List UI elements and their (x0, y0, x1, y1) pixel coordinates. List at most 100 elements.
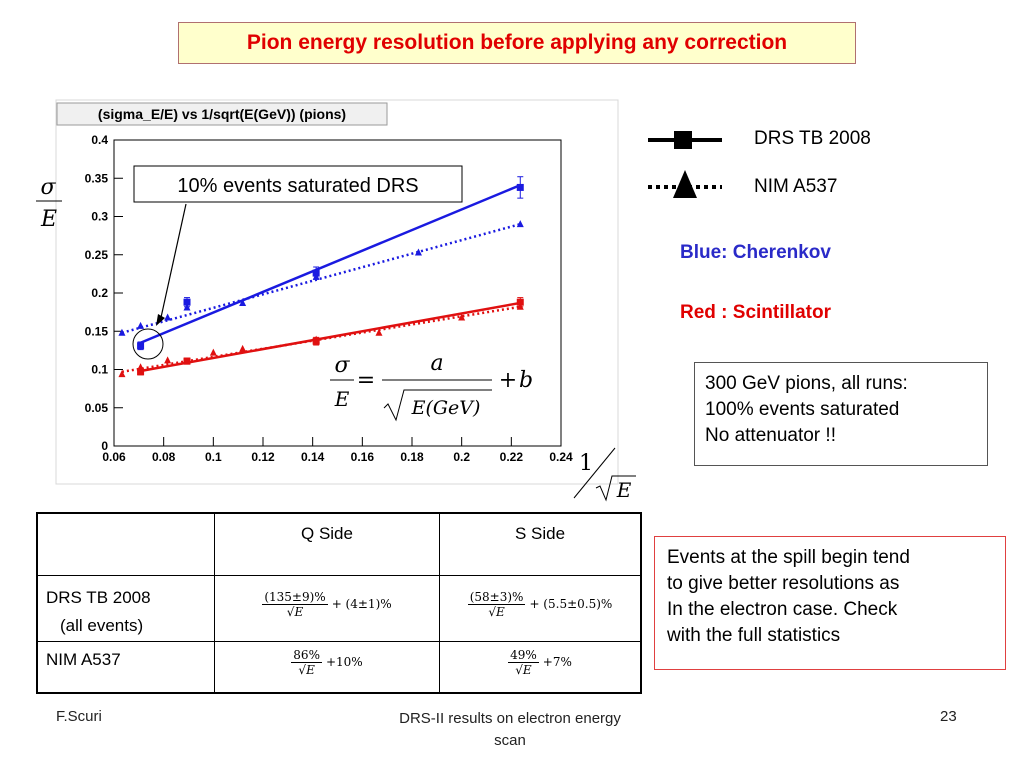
table-header-s-side: S Side (439, 512, 642, 576)
y-tick-label: 0.1 (91, 363, 108, 377)
data-points (118, 176, 524, 378)
cell-q-denominator: √E (298, 662, 315, 677)
data-point-triangle (312, 335, 320, 343)
frame-title: (sigma_E/E) vs 1/sqrt(E(GeV)) (pions) (98, 106, 346, 122)
data-point-triangle (137, 321, 145, 329)
fit-lines (121, 183, 521, 374)
y-tick-label: 0 (101, 439, 108, 453)
info-line: 300 GeV pions, all runs: (705, 373, 908, 394)
data-point-triangle (137, 363, 145, 371)
formula-sqrt (383, 389, 492, 422)
formula-E: E (334, 387, 350, 411)
x-tick-label: 0.18 (400, 450, 424, 464)
cell-s-constant: + (5.5±0.5)% (529, 597, 613, 611)
x-tick-label: 0.24 (549, 450, 573, 464)
x-tick-label: 0.12 (251, 450, 275, 464)
resolution-table: Q Side S Side DRS TB 2008 (all events) (… (36, 512, 642, 694)
formula-plus: + (499, 368, 517, 393)
axis-ticks: 0.06 0.08 0.1 0.12 0.14 0.16 0.18 0.2 0.22 0.24 0 0… (85, 133, 573, 464)
footer-author: F.Scuri (56, 708, 102, 725)
x-tick-label: 0.08 (152, 450, 176, 464)
row-label-main: DRS TB 2008 (46, 587, 151, 607)
data-point-square (183, 298, 191, 306)
row-label-sub: (all events) (60, 615, 144, 635)
ylabel-sigma: σ (40, 175, 56, 200)
cell-q-constant: + (4±1)% (331, 597, 392, 611)
table-row-label: DRS TB 2008 (all events) (36, 574, 215, 642)
events-line: to give better resolutions as (667, 573, 900, 594)
formula-b: b (519, 368, 533, 393)
info-line: 100% events saturated (705, 399, 900, 420)
legend-label-nim: NIM A537 (754, 176, 838, 197)
info-box: 300 GeV pions, all runs: 100% events sat… (694, 362, 988, 466)
annotation-text: 10% events saturated DRS (177, 175, 418, 197)
x-tick-label: 0.22 (500, 450, 524, 464)
y-tick-label: 0.15 (85, 324, 109, 338)
x-tick-label: 0.14 (301, 450, 325, 464)
x-tick-label: 0.06 (102, 450, 126, 464)
cell-q-denominator: √E (286, 604, 304, 619)
data-point-triangle (414, 248, 422, 256)
table-cell-q: (135±9)% √E + (4±1)% (214, 574, 440, 642)
table-cell-s: 49% √E +7% (439, 640, 642, 694)
info-line: No attenuator !! (705, 425, 836, 446)
legend-drs-marker (674, 131, 692, 149)
y-tick-label: 0.3 (91, 210, 108, 224)
y-tick-label: 0.05 (85, 401, 109, 415)
y-tick-label: 0.4 (91, 133, 108, 147)
data-point-triangle (209, 348, 217, 356)
annotation-arrow (159, 203, 187, 323)
cell-s-denominator: √E (488, 604, 505, 619)
data-point-triangle (239, 298, 247, 306)
note-red-scintillator: Red : Scintillator (680, 302, 831, 323)
table-header-q-side: Q Side (214, 512, 440, 576)
cell-q-constant: +10% (325, 655, 363, 669)
slide-title: Pion energy resolution before applying a… (178, 22, 856, 64)
cell-q-numerator: 86% (291, 647, 322, 663)
table-cell-s: (58±3)% √E + (5.5±0.5)% (439, 574, 642, 642)
data-point-triangle (375, 328, 383, 336)
ylabel-E: E (40, 207, 57, 232)
events-line: Events at the spill begin tend (667, 547, 910, 568)
highlight-circle (132, 328, 164, 360)
data-point-triangle (458, 313, 466, 321)
x-tick-label: 0.16 (351, 450, 375, 464)
y-tick-label: 0.2 (91, 286, 108, 300)
fit-line-series-3 (121, 305, 521, 374)
data-point-square (137, 342, 145, 350)
cell-s-constant: +7% (542, 655, 572, 669)
data-point-square (516, 298, 524, 306)
formula-equals: = (357, 368, 375, 393)
x-tick-label: 0.1 (205, 450, 222, 464)
annotation-arrow-head (156, 314, 165, 326)
cell-s-numerator: (58±3)% (467, 589, 526, 605)
data-point-triangle (312, 272, 320, 280)
events-line: with the full statistics (667, 625, 841, 646)
xlabel-one: 1 (579, 451, 593, 476)
annotation-box (133, 165, 463, 203)
data-point-square (137, 368, 145, 376)
events-line: In the electron case. Check (667, 599, 898, 620)
data-point-triangle (239, 344, 247, 352)
plot-pad (55, 99, 619, 485)
formula-egev: E(GeV) (411, 397, 481, 419)
data-point-triangle (118, 370, 126, 378)
table-row: DRS TB 2008 (all events) (135±9)% √E + (… (36, 574, 642, 642)
footer-center-line: scan (494, 732, 526, 749)
frame-title-box (56, 102, 388, 126)
data-point-triangle (183, 303, 191, 311)
data-point-triangle (516, 220, 524, 228)
legend-label-drs: DRS TB 2008 (754, 128, 871, 149)
data-point-triangle (164, 313, 172, 321)
note-blue-cherenkov: Blue: Cherenkov (680, 242, 831, 263)
xlabel-slash (573, 447, 616, 499)
footer-page-number: 23 (940, 708, 957, 725)
data-point-triangle (516, 302, 524, 310)
row-label-main: NIM A537 (46, 649, 121, 669)
data-point-square (183, 357, 191, 365)
y-tick-label: 0.35 (85, 171, 109, 185)
cell-q-numerator: (135±9)% (262, 589, 328, 605)
table-cell-q: 86% √E +10% (214, 640, 440, 694)
data-point-triangle (164, 356, 172, 364)
